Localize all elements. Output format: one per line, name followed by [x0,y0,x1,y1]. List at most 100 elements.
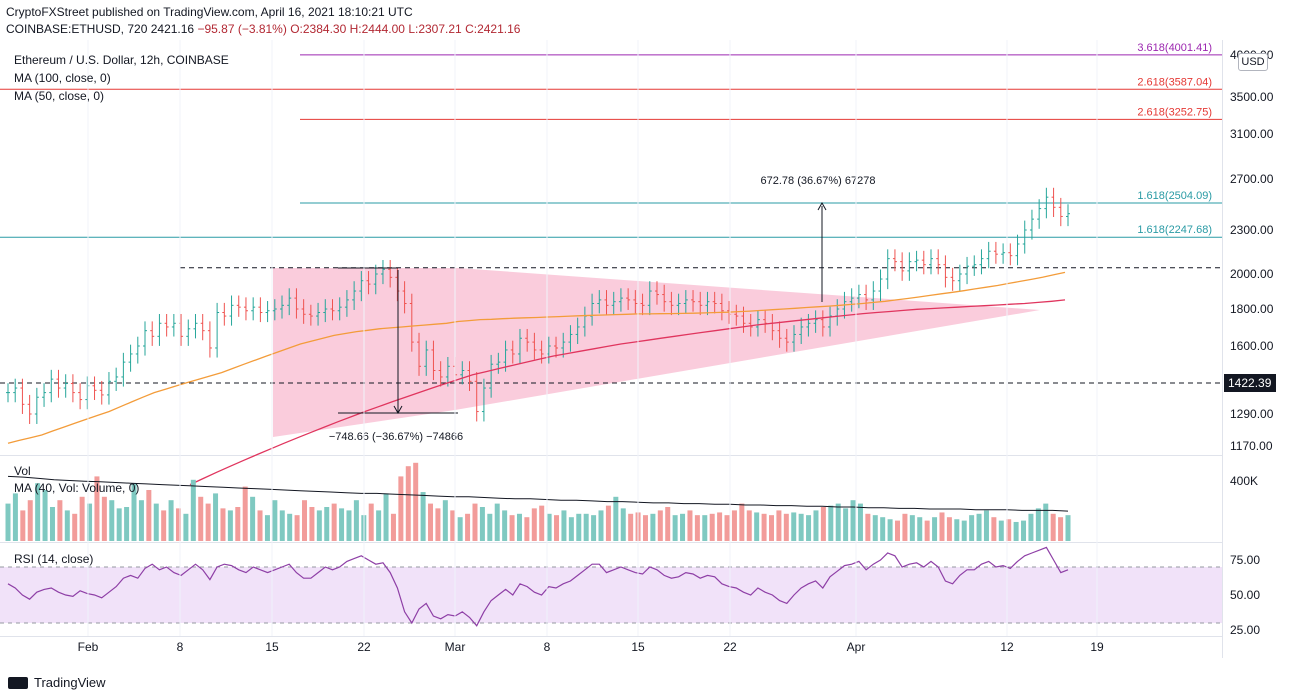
open-value: O:2384.30 [290,22,347,36]
volume-bar [457,517,463,541]
volume-bar [605,505,611,541]
volume-bar [116,508,122,541]
volume-bar [398,476,404,541]
volume-bar [494,503,500,541]
volume-bar [1028,513,1034,541]
volume-bar [924,520,930,541]
volume-bar [850,500,856,541]
volume-bar [153,503,159,541]
volume-bar [49,507,55,541]
volume-bar [1021,520,1027,541]
volume-bar [235,507,241,541]
volume-bar [309,507,315,541]
volume-bar [828,505,834,541]
x-axis-tick: Mar [445,640,466,654]
volume-bar [465,513,471,541]
volume-bar [339,508,345,541]
volume-bar [672,515,678,541]
volume-bar [450,510,456,541]
volume-bar [42,490,48,541]
x-axis-tick: 22 [357,640,371,654]
volume-bar [20,510,26,541]
fib-level-label: 1.618(2504.09) [1137,190,1212,202]
volume-bar [768,515,774,541]
footer-text: TradingView [34,675,106,690]
volume-bar [702,515,708,541]
price-axis-tick: 1800.00 [1230,302,1274,316]
volume-bar [642,515,648,541]
volume-bar [146,490,152,541]
currency-button[interactable]: USD [1238,53,1268,71]
rsi-axis-tick: 25.00 [1230,623,1260,637]
volume-bar [1006,519,1012,541]
price-tag-box [1224,374,1276,392]
volume-bar [739,503,745,541]
volume-bar [131,483,137,541]
volume-bar [843,508,849,541]
volume-bar [183,513,189,541]
volume-bar [242,486,248,541]
fib-level-label: 1.618(2247.68) [1137,224,1212,236]
x-axis-tick: Feb [78,640,99,654]
volume-bar [576,513,582,541]
price-axis-tick: 1290.00 [1230,407,1274,421]
volume-bar [961,520,967,541]
ma100-legend: MA (100, close, 0) [14,71,111,85]
volume-bar [442,500,448,541]
volume-bar [1050,513,1056,541]
volume-bar [257,510,263,541]
volume-ma-legend: MA (40, Vol: Volume, 0) [14,481,140,495]
volume-bar [613,496,619,541]
fib-level-label: 2.618(3587.04) [1137,76,1212,88]
volume-bar [487,513,493,541]
volume-bar [79,496,85,541]
volume-bar [754,512,760,541]
volume-bar [72,513,78,541]
volume-bar [479,507,485,541]
volume-bar [1058,517,1064,541]
price-axis-border [1222,40,1223,658]
volume-bar [761,513,767,541]
volume-bar [591,515,597,541]
measure-down-arrowhead [393,405,403,415]
volume-bar [524,517,530,541]
volume-ma-line [7,475,1069,512]
volume-bar [324,507,330,541]
fib-level-label: 2.618(3252.75) [1137,106,1212,118]
volume-bar [109,500,115,541]
volume-bar [969,515,975,541]
volume-bar [220,508,226,541]
measure-down-label: −748.66 (−36.67%) −74866 [329,431,463,443]
volume-bar [124,507,130,541]
volume-bar [12,493,18,541]
volume-bar [1043,503,1049,541]
volume-bar [865,513,871,541]
volume-bar [909,515,915,541]
x-axis-tick: 19 [1090,640,1104,654]
volume-bar [435,508,441,541]
volume-bar [872,515,878,541]
volume-bar [783,513,789,541]
volume-bar [776,510,782,541]
volume-bar [138,500,144,541]
ma50-line [7,271,1066,444]
volume-bar [346,510,352,541]
volume-bar [250,496,256,541]
volume-bar [880,517,886,541]
volume-bar [932,517,938,541]
price-axis-tick: 3500.00 [1230,90,1274,104]
x-axis-tick: 22 [723,640,737,654]
rsi-axis-tick: 75.00 [1230,553,1260,567]
volume-bar [694,515,700,541]
high-value: H:2444.00 [349,22,405,36]
volume-bar [161,510,167,541]
volume-bar [1013,521,1019,541]
volume-bar [902,513,908,541]
price-change: −95.87 (−3.81%) [197,22,287,36]
pane-divider [0,542,1222,543]
volume-bar [1065,515,1071,541]
volume-bar [583,513,589,541]
footer-brand[interactable]: TradingView [8,675,106,690]
volume-bar [316,510,322,541]
